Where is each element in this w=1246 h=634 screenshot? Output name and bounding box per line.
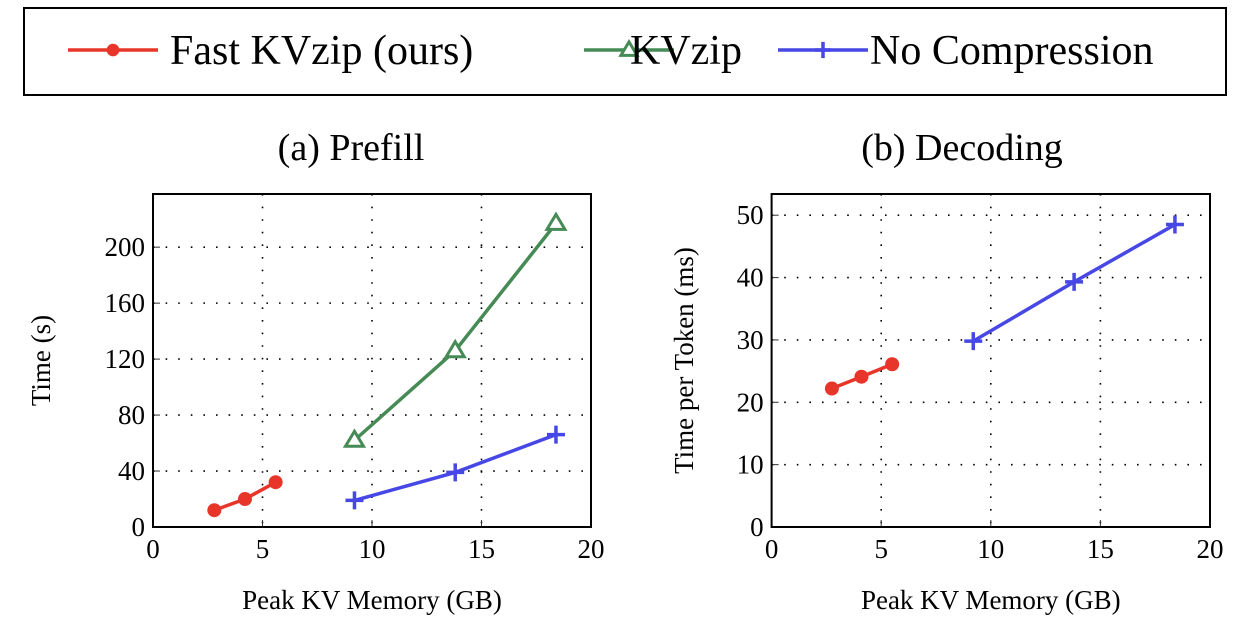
x-tick-label: 10 — [359, 534, 386, 564]
series-circle — [207, 475, 283, 518]
plot-frame — [770, 193, 1211, 528]
y-tick-label: 160 — [105, 288, 146, 318]
chart-title: (a) Prefill — [278, 127, 425, 169]
y-tick-label: 200 — [105, 232, 146, 262]
x-tick-label: 5 — [256, 534, 270, 564]
circle-marker — [885, 357, 900, 372]
chart-title: (b) Decoding — [861, 127, 1063, 169]
y-tick-label: 30 — [737, 325, 764, 355]
x-tick-label: 15 — [468, 534, 495, 564]
x-axis-label: Peak KV Memory (GB) — [861, 585, 1121, 615]
x-tick-label: 15 — [1087, 534, 1114, 564]
x-tick-label: 5 — [874, 534, 888, 564]
legend-label: KVzip — [630, 28, 742, 74]
series-plus — [345, 425, 565, 510]
plus-marker — [964, 332, 983, 351]
triangle-marker — [443, 338, 467, 359]
plus-marker — [814, 41, 832, 59]
legend-item-triangle: KVzip — [584, 28, 742, 74]
circle-marker — [237, 492, 252, 507]
circle-marker — [854, 369, 869, 384]
circle-marker — [207, 503, 222, 518]
y-axis-label: Time per Token (ms) — [669, 247, 699, 474]
y-tick-label: 120 — [105, 344, 146, 374]
plus-marker — [446, 463, 465, 482]
y-tick-label: 40 — [118, 456, 145, 486]
x-axis-label: Peak KV Memory (GB) — [242, 585, 502, 615]
x-tick-label: 20 — [578, 534, 605, 564]
series-circle — [824, 357, 900, 396]
circle-marker — [268, 475, 283, 490]
x-tick-label: 0 — [765, 534, 779, 564]
legend: Fast KVzip (ours) KVzip No Compression — [23, 7, 1227, 96]
series-triangle — [342, 211, 568, 448]
legend-label: Fast KVzip (ours) — [170, 28, 473, 74]
y-tick-label: 0 — [132, 512, 146, 542]
circle-marker — [824, 381, 839, 396]
y-tick-label: 50 — [737, 200, 764, 230]
y-tick-label: 20 — [737, 387, 764, 417]
y-tick-label: 0 — [750, 512, 764, 542]
plus-marker — [1165, 215, 1184, 234]
y-tick-label: 10 — [737, 450, 764, 480]
legend-item-plus: No Compression — [778, 28, 1154, 74]
x-tick-label: 20 — [1197, 534, 1224, 564]
series-line — [353, 222, 558, 442]
plus-marker — [546, 425, 565, 444]
plus-marker — [345, 491, 364, 510]
plot-frame — [152, 193, 592, 528]
triangle-marker — [618, 38, 640, 57]
y-tick-label: 80 — [118, 400, 145, 430]
chart-decoding: 0 5 10 15 20 0 10 20 30 40 50 Peak KV Memory (GB) Ti… — [669, 127, 1224, 615]
plus-marker — [1065, 272, 1084, 291]
legend-item-circle: Fast KVzip (ours) — [68, 28, 473, 74]
x-tick-label: 10 — [977, 534, 1004, 564]
circle-marker — [106, 43, 120, 57]
y-tick-label: 40 — [737, 263, 764, 293]
triangle-marker — [544, 211, 568, 231]
series-plus — [964, 215, 1184, 351]
legend-label: No Compression — [870, 28, 1154, 74]
x-tick-label: 0 — [146, 534, 160, 564]
triangle-marker — [342, 428, 367, 448]
y-axis-label: Time (s) — [26, 315, 56, 406]
